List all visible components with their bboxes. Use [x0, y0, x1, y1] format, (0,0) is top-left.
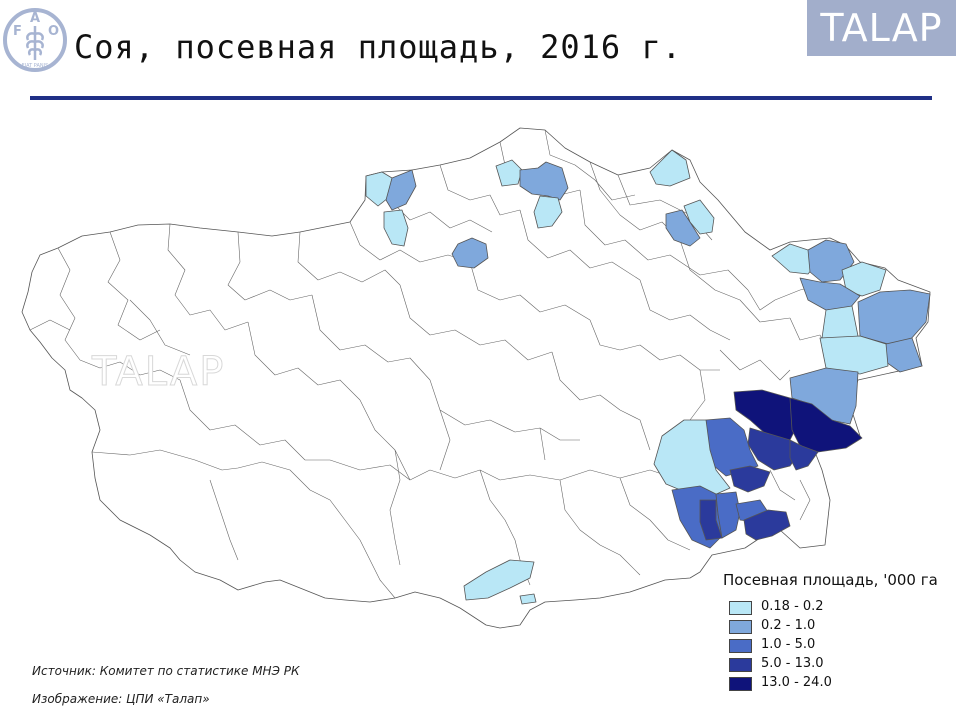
- image-credit: Изображение: ЦПИ «Талап»: [32, 692, 210, 706]
- legend-label: 5.0 - 13.0: [761, 656, 824, 671]
- legend-label: 1.0 - 5.0: [761, 637, 816, 652]
- kazakhstan-map: TALAP: [21, 127, 931, 629]
- district-class1: [519, 593, 537, 605]
- map-watermark: TALAP: [91, 349, 225, 395]
- district-class1: [683, 199, 715, 235]
- legend-item: 5.0 - 13.0: [729, 656, 955, 675]
- district-class4: [789, 439, 819, 471]
- legend-swatch: [729, 677, 752, 691]
- fao-letter-o: O: [48, 24, 59, 39]
- legend-item: 1.0 - 5.0: [729, 637, 955, 656]
- fao-motto: FIAT PANIS: [22, 63, 49, 69]
- district-class1: [649, 149, 691, 187]
- legend-swatch: [729, 658, 752, 672]
- district-class4: [747, 427, 801, 471]
- legend-swatch: [729, 639, 752, 653]
- title-divider: [30, 96, 932, 100]
- district-class4: [729, 465, 771, 493]
- legend-item: 13.0 - 24.0: [729, 675, 955, 694]
- fao-letter-a: A: [30, 11, 40, 26]
- fao-letter-f: F: [13, 24, 22, 39]
- district-class5: [789, 397, 863, 453]
- district-class2: [665, 209, 701, 247]
- district-class2: [385, 169, 417, 211]
- district-class2: [451, 237, 489, 269]
- fao-logo: F A O FIAT PANIS: [3, 8, 67, 72]
- legend-label: 0.2 - 1.0: [761, 618, 816, 633]
- legend-label: 0.18 - 0.2: [761, 599, 824, 614]
- legend-label: 13.0 - 24.0: [761, 675, 832, 690]
- district-class1: [463, 559, 535, 601]
- district-class2: [799, 277, 861, 311]
- district-class4: [743, 509, 791, 541]
- district-class1: [533, 195, 563, 229]
- district-class1: [653, 419, 731, 497]
- legend-item: 0.2 - 1.0: [729, 618, 955, 637]
- source-note: Источник: Комитет по статистике МНЭ РК: [32, 664, 300, 678]
- legend-title: Посевная площадь, '000 га: [723, 571, 938, 589]
- legend-swatch: [729, 620, 752, 634]
- district-class1: [383, 209, 409, 247]
- map-legend: Посевная площадь, '000 га 0.18 - 0.2 0.2…: [723, 571, 955, 694]
- legend-item: 0.18 - 0.2: [729, 599, 955, 618]
- district-class4: [699, 499, 723, 541]
- page-title: Соя, посевная площадь, 2016 г.: [74, 28, 682, 66]
- legend-swatch: [729, 601, 752, 615]
- district-class2: [519, 161, 569, 201]
- district-class2: [857, 289, 931, 345]
- talap-badge: TALAP: [807, 0, 956, 56]
- district-class3: [715, 491, 741, 539]
